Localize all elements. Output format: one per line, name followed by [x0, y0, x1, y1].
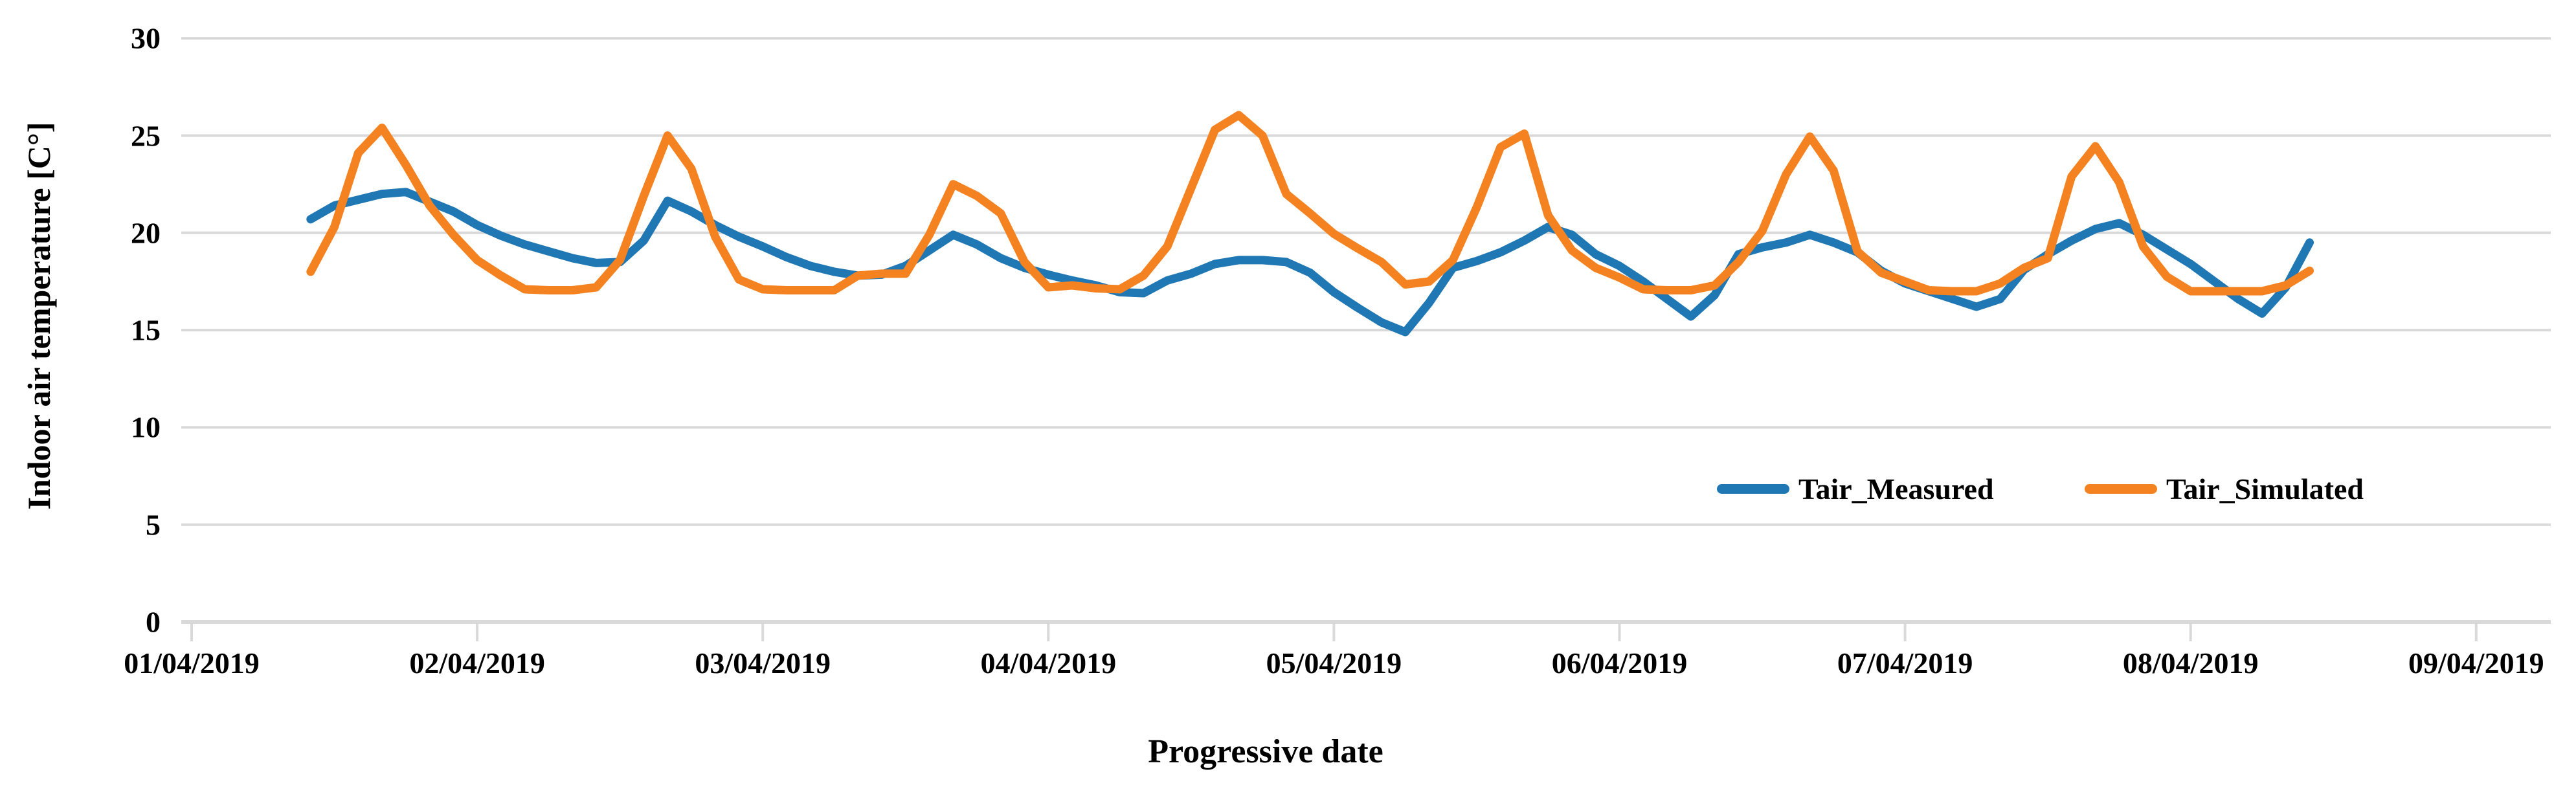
y-tick-label: 15 — [131, 313, 161, 347]
y-tick-label: 20 — [131, 216, 161, 250]
legend-item-tair-simulated: Tair_Simulated — [2085, 470, 2364, 507]
x-tick-label: 06/04/2019 — [1551, 647, 1688, 680]
x-tick-label: 09/04/2019 — [2408, 647, 2544, 680]
legend-label-measured: Tair_Measured — [1798, 472, 1994, 505]
y-tick-label: 5 — [146, 508, 161, 542]
y-tick-label: 0 — [146, 605, 161, 639]
x-tick-label: 08/04/2019 — [2122, 647, 2259, 680]
x-tick-label: 05/04/2019 — [1266, 647, 1402, 680]
legend-swatch-measured — [1717, 483, 1789, 494]
x-tick-label: 02/04/2019 — [409, 647, 545, 680]
legend-item-tair-measured: Tair_Measured — [1717, 470, 1994, 507]
x-axis-title: Progressive date — [1148, 733, 1383, 770]
legend-swatch-simulated — [2085, 483, 2157, 494]
y-tick-label: 30 — [131, 21, 161, 55]
y-tick-label: 10 — [131, 410, 161, 444]
x-tick-label: 07/04/2019 — [1837, 647, 1973, 680]
legend-label-simulated: Tair_Simulated — [2166, 472, 2364, 505]
series-line-tair_simulated — [306, 111, 2314, 296]
x-tick-label: 03/04/2019 — [695, 647, 831, 680]
y-tick-label: 25 — [131, 119, 161, 152]
series-line-tair_measured — [306, 188, 2314, 337]
x-tick-label: 04/04/2019 — [980, 647, 1117, 680]
x-tick-label: 01/04/2019 — [124, 647, 260, 680]
